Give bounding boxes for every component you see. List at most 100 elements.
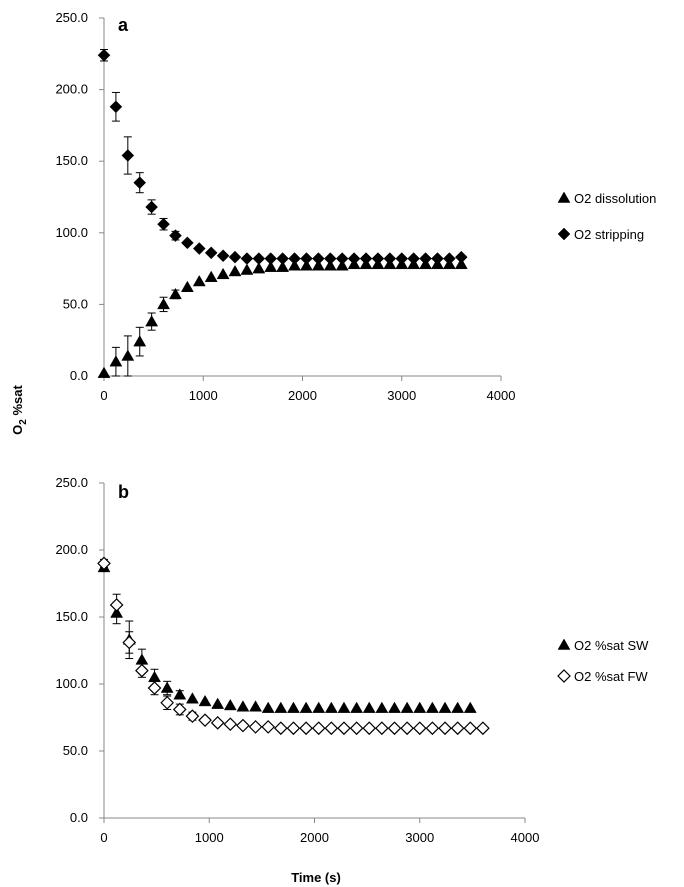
- y-tick-label: 200.0: [55, 542, 88, 557]
- y-tick-label: 100.0: [55, 676, 88, 691]
- data-point: [312, 701, 326, 713]
- legend-marker-o2-sat-sw: [557, 638, 571, 650]
- data-point: [362, 701, 376, 713]
- panel-b-tick-labels: 0.0 50.0 100.0 150.0 200.0 250.0 0 1000 2000 3000…: [55, 475, 539, 845]
- data-point: [425, 701, 439, 713]
- y-tick-label: 200.0: [55, 82, 88, 97]
- data-point: [248, 720, 263, 734]
- y-tick-label: 0.0: [70, 810, 88, 825]
- data-point: [438, 701, 452, 713]
- panel-a-legend: O2 dissolution O2 stripping: [557, 191, 656, 242]
- x-tick-label: 2000: [288, 388, 317, 403]
- data-point: [463, 701, 477, 713]
- data-point: [223, 698, 237, 711]
- legend-marker-o2-dissolution: [557, 191, 571, 203]
- x-axis-label: Time (s): [291, 870, 341, 885]
- data-point: [443, 252, 456, 265]
- x-tick-label: 1000: [195, 830, 224, 845]
- y-tick-label: 50.0: [63, 296, 88, 311]
- data-point: [359, 252, 373, 265]
- data-point: [350, 701, 364, 713]
- data-point: [273, 721, 288, 736]
- data-point: [312, 252, 325, 265]
- data-point: [324, 701, 338, 713]
- data-point: [198, 713, 212, 728]
- legend-label-o2-sat-sw: O2 %sat SW: [574, 638, 649, 653]
- data-point: [122, 635, 137, 650]
- x-tick-label: 3000: [405, 830, 434, 845]
- y-axis-label-suffix: %sat: [10, 385, 25, 420]
- data-point: [145, 315, 159, 327]
- data-point: [109, 100, 123, 114]
- data-point: [335, 259, 349, 271]
- data-point: [261, 720, 276, 734]
- x-tick-label: 1000: [189, 388, 218, 403]
- data-point: [160, 695, 174, 710]
- data-point: [198, 694, 212, 707]
- data-point: [299, 721, 313, 736]
- data-point: [145, 200, 158, 214]
- data-point: [362, 721, 377, 736]
- data-point: [438, 721, 452, 736]
- data-point: [387, 721, 402, 736]
- data-point: [274, 701, 288, 713]
- x-tick-label: 2000: [300, 830, 329, 845]
- data-point: [97, 366, 111, 378]
- data-point: [109, 355, 123, 367]
- x-tick-label: 3000: [387, 388, 416, 403]
- data-point: [311, 259, 325, 271]
- y-tick-label: 100.0: [55, 225, 88, 240]
- data-point: [228, 264, 242, 277]
- data-point: [276, 252, 290, 265]
- data-point: [323, 259, 337, 271]
- series-o2-dissolution: [97, 257, 468, 378]
- data-point: [413, 701, 427, 713]
- data-point: [395, 252, 409, 265]
- data-point: [388, 701, 401, 713]
- data-point: [412, 721, 427, 736]
- data-point: [97, 556, 111, 571]
- x-tick-label: 0: [100, 830, 107, 845]
- panel-a-axes: [99, 17, 502, 381]
- data-point: [133, 335, 147, 347]
- panel-a-data-marks: [97, 48, 468, 378]
- data-point: [400, 721, 414, 736]
- data-point: [185, 692, 199, 704]
- panel-b-letter: b: [118, 482, 129, 502]
- data-point: [236, 700, 250, 712]
- data-point: [169, 287, 182, 300]
- data-point: [264, 252, 278, 265]
- data-point: [476, 721, 490, 736]
- panel-b-data-marks: [97, 556, 490, 736]
- legend-label-o2-stripping: O2 stripping: [574, 227, 644, 242]
- series-o2-sat-sw: [97, 560, 477, 713]
- legend-label-o2-dissolution: O2 dissolution: [574, 191, 656, 206]
- data-point: [347, 252, 361, 265]
- data-point: [463, 721, 478, 736]
- data-point: [160, 681, 174, 693]
- data-point: [157, 217, 170, 231]
- y-tick-label: 0.0: [70, 368, 88, 383]
- panel-a-letter: a: [118, 15, 129, 35]
- data-point: [407, 252, 421, 265]
- data-point: [337, 721, 351, 736]
- x-tick-label: 4000: [487, 388, 516, 403]
- data-point: [135, 653, 149, 665]
- data-point: [324, 721, 339, 736]
- data-point: [240, 252, 254, 265]
- panel-b: 0.0 50.0 100.0 150.0 200.0 250.0 0 1000 2000 3000…: [55, 475, 649, 885]
- data-point: [288, 252, 301, 265]
- data-point: [400, 701, 414, 713]
- data-point: [337, 701, 351, 713]
- data-point: [288, 259, 301, 271]
- data-point: [223, 717, 238, 732]
- data-point: [323, 252, 337, 265]
- data-point: [249, 700, 262, 712]
- data-point: [133, 176, 147, 190]
- data-point: [261, 701, 275, 713]
- x-tick-label: 0: [100, 388, 107, 403]
- data-point: [375, 701, 389, 713]
- series-o2-sat-fw: [97, 556, 490, 736]
- data-point: [375, 721, 389, 736]
